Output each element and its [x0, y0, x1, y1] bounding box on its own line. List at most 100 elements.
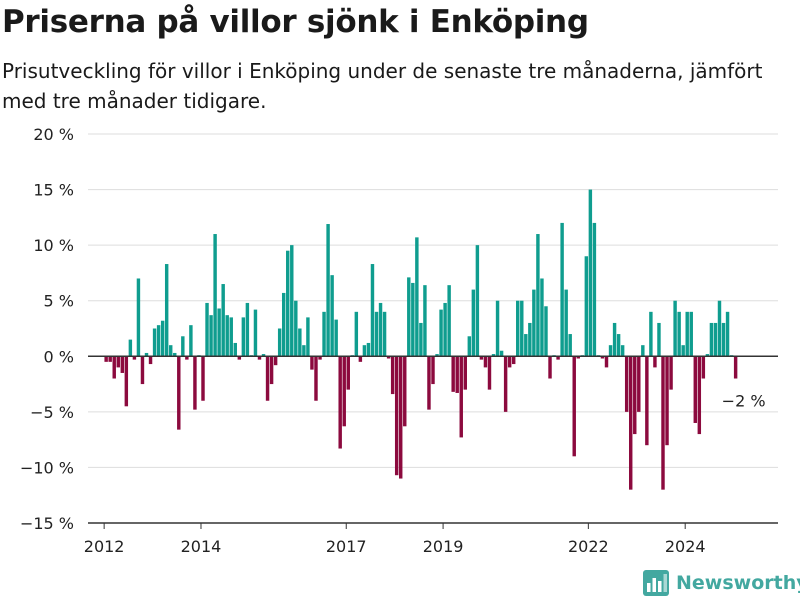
bar [624, 356, 629, 412]
bar [516, 300, 520, 357]
y-tick-label: 10 % [33, 236, 74, 255]
bar [390, 356, 395, 395]
bar [467, 336, 472, 357]
chart-subtitle: Prisutveckling för villor i Enköping und… [2, 59, 763, 113]
newsworthy-logo-icon [643, 570, 669, 596]
bar [399, 356, 403, 479]
bar [721, 322, 726, 357]
bar [487, 356, 492, 390]
bar [697, 356, 702, 435]
bar [407, 277, 411, 357]
x-tick-label: 2024 [665, 537, 706, 556]
bar [269, 356, 274, 385]
bar [181, 336, 185, 357]
bar [136, 278, 141, 357]
bar [370, 264, 375, 357]
x-tick-label: 2019 [423, 537, 464, 556]
bar [108, 356, 112, 362]
bar [572, 356, 576, 457]
bar-chart: −15 %−10 %−5 %0 %5 %10 %15 %20 % 2012 201… [20, 125, 778, 556]
bar [152, 328, 157, 357]
axes [88, 355, 778, 524]
bar [705, 354, 710, 357]
bar [128, 339, 133, 357]
y-tick-label: 15 % [33, 181, 74, 200]
bar [354, 311, 359, 357]
bar [620, 345, 625, 357]
bar [532, 289, 536, 357]
bar [378, 302, 383, 357]
bar [649, 311, 653, 357]
bar [366, 342, 371, 357]
bar [193, 356, 197, 410]
bar [334, 319, 338, 357]
bar [713, 322, 718, 357]
bar [491, 354, 496, 357]
bar [245, 302, 250, 357]
bar [475, 245, 480, 357]
bar [633, 356, 637, 435]
y-tick-label: −10 % [20, 458, 74, 477]
bar [536, 234, 540, 357]
y-tick-label: −15 % [20, 514, 74, 533]
bar [560, 222, 564, 357]
bar [209, 315, 213, 357]
bar [455, 356, 459, 393]
bar [600, 356, 605, 359]
bar [144, 352, 149, 357]
bar [451, 356, 455, 392]
bar [273, 356, 278, 366]
bar [439, 309, 443, 357]
bar [612, 322, 617, 357]
x-tick-label: 2012 [84, 537, 125, 556]
y-tick-label: −5 % [30, 403, 74, 422]
bar [568, 334, 572, 357]
y-axis-tick-labels: −15 % −10 % −5 % 0 % 5 % 10 % 15 % 20 % [20, 125, 74, 533]
bar [164, 264, 169, 357]
last-value-label: −2 % [722, 392, 766, 411]
bar [294, 300, 298, 357]
bar [286, 250, 290, 357]
bar [374, 311, 379, 357]
bar [124, 356, 129, 407]
chart-bars [104, 189, 738, 490]
bar [112, 356, 116, 379]
bar [233, 342, 237, 357]
brand: Newsworthy [643, 570, 800, 596]
bar [346, 356, 350, 390]
bar [116, 356, 120, 368]
bar [169, 345, 173, 357]
bar [435, 354, 439, 357]
bar [431, 356, 435, 385]
bar [213, 234, 217, 357]
bar [362, 345, 367, 357]
bar [608, 345, 613, 357]
x-tick-label: 2014 [181, 537, 222, 556]
bar [148, 356, 153, 365]
chart-title: Priserna på villor sjönk i Enköping [2, 4, 589, 40]
bar [156, 325, 161, 357]
bar [338, 356, 342, 449]
bar [507, 356, 512, 368]
bar [185, 356, 189, 360]
bar [132, 356, 137, 360]
bar [120, 356, 125, 373]
bar [342, 356, 346, 427]
bar [314, 356, 318, 401]
bar [693, 356, 697, 423]
bar [701, 356, 706, 379]
bar [681, 345, 685, 357]
bar [544, 306, 548, 357]
bar [665, 356, 669, 446]
bar [483, 356, 488, 368]
bar [673, 300, 677, 357]
bar [524, 334, 528, 357]
bar [584, 256, 589, 357]
bar [548, 356, 552, 379]
bar [189, 325, 193, 357]
bar [177, 356, 181, 430]
bar [322, 311, 326, 357]
bar [520, 300, 524, 357]
bar [104, 356, 108, 362]
bar [495, 300, 500, 357]
